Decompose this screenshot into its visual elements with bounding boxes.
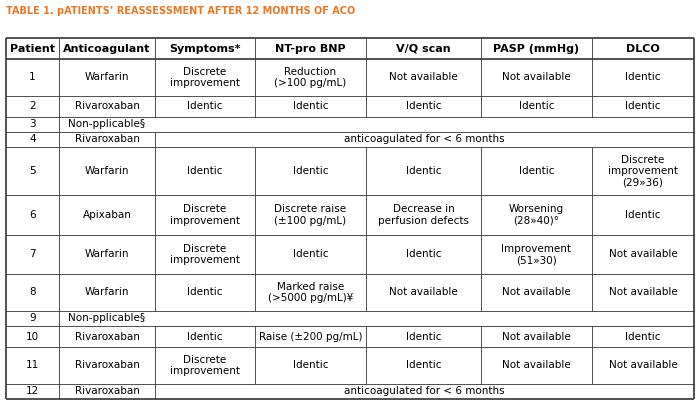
Text: Not available: Not available bbox=[502, 332, 570, 342]
Text: Rivaroxaban: Rivaroxaban bbox=[74, 134, 139, 144]
Text: Identic: Identic bbox=[293, 360, 328, 371]
Text: Not available: Not available bbox=[389, 288, 458, 298]
Text: anticoagulated for < 6 months: anticoagulated for < 6 months bbox=[344, 134, 505, 144]
Text: Identic: Identic bbox=[406, 166, 441, 176]
Text: Reduction
(>100 pg/mL): Reduction (>100 pg/mL) bbox=[274, 67, 346, 88]
Text: Discrete
improvement: Discrete improvement bbox=[170, 243, 240, 265]
Text: Warfarin: Warfarin bbox=[85, 249, 130, 259]
Text: Identic: Identic bbox=[625, 332, 661, 342]
Text: Rivaroxaban: Rivaroxaban bbox=[74, 101, 139, 111]
Text: Identic: Identic bbox=[293, 166, 328, 176]
Text: anticoagulated for < 6 months: anticoagulated for < 6 months bbox=[344, 387, 505, 396]
Text: Improvement
(51»30): Improvement (51»30) bbox=[501, 243, 571, 265]
Text: Identic: Identic bbox=[519, 101, 554, 111]
Text: Decrease in
perfusion defects: Decrease in perfusion defects bbox=[378, 204, 469, 226]
Text: Worsening
(28»40)°: Worsening (28»40)° bbox=[509, 204, 564, 226]
Text: NT-pro BNP: NT-pro BNP bbox=[275, 43, 346, 53]
Text: Discrete raise
(±100 pg/mL): Discrete raise (±100 pg/mL) bbox=[274, 204, 346, 226]
Text: Identic: Identic bbox=[188, 166, 223, 176]
Text: Warfarin: Warfarin bbox=[85, 288, 130, 298]
Text: Identic: Identic bbox=[625, 72, 661, 82]
Text: Rivaroxaban: Rivaroxaban bbox=[74, 387, 139, 396]
Text: Discrete
improvement: Discrete improvement bbox=[170, 67, 240, 88]
Text: 1: 1 bbox=[29, 72, 36, 82]
Text: Anticoagulant: Anticoagulant bbox=[63, 43, 150, 53]
Text: Identic: Identic bbox=[293, 101, 328, 111]
Text: Non-pplicable§: Non-pplicable§ bbox=[68, 314, 145, 324]
Text: PASP (mmHg): PASP (mmHg) bbox=[494, 43, 580, 53]
Text: Not available: Not available bbox=[608, 249, 678, 259]
Text: Identic: Identic bbox=[625, 210, 661, 220]
Text: TABLE 1. pATIENTS’ REASSESSMENT AFTER 12 MONTHS OF ACO: TABLE 1. pATIENTS’ REASSESSMENT AFTER 12… bbox=[6, 6, 355, 16]
Text: Not available: Not available bbox=[502, 72, 570, 82]
Text: 4: 4 bbox=[29, 134, 36, 144]
Text: Not available: Not available bbox=[608, 360, 678, 371]
Text: Warfarin: Warfarin bbox=[85, 72, 130, 82]
Text: 6: 6 bbox=[29, 210, 36, 220]
Text: 10: 10 bbox=[26, 332, 39, 342]
Text: Patient: Patient bbox=[10, 43, 55, 53]
Text: Identic: Identic bbox=[406, 360, 441, 371]
Text: Discrete
improvement: Discrete improvement bbox=[170, 204, 240, 226]
Text: V/Q scan: V/Q scan bbox=[396, 43, 451, 53]
Text: Symptoms*: Symptoms* bbox=[169, 43, 241, 53]
Text: Identic: Identic bbox=[188, 101, 223, 111]
Text: Discrete
improvement
(29»36): Discrete improvement (29»36) bbox=[608, 154, 678, 188]
Text: Marked raise
(>5000 pg/mL)¥: Marked raise (>5000 pg/mL)¥ bbox=[268, 282, 353, 303]
Text: 5: 5 bbox=[29, 166, 36, 176]
Text: Identic: Identic bbox=[406, 249, 441, 259]
Text: Non-pplicable§: Non-pplicable§ bbox=[68, 119, 145, 129]
Text: Not available: Not available bbox=[502, 288, 570, 298]
Text: 2: 2 bbox=[29, 101, 36, 111]
Text: DLCO: DLCO bbox=[626, 43, 660, 53]
Text: 3: 3 bbox=[29, 119, 36, 129]
Text: Not available: Not available bbox=[502, 360, 570, 371]
Text: 7: 7 bbox=[29, 249, 36, 259]
Text: Discrete
improvement: Discrete improvement bbox=[170, 354, 240, 376]
Text: Not available: Not available bbox=[608, 288, 678, 298]
Text: Identic: Identic bbox=[625, 101, 661, 111]
Text: Identic: Identic bbox=[519, 166, 554, 176]
Text: Rivaroxaban: Rivaroxaban bbox=[74, 332, 139, 342]
Text: Identic: Identic bbox=[406, 101, 441, 111]
Text: Not available: Not available bbox=[389, 72, 458, 82]
Text: Warfarin: Warfarin bbox=[85, 166, 130, 176]
Text: Raise (±200 pg/mL): Raise (±200 pg/mL) bbox=[259, 332, 362, 342]
Text: Identic: Identic bbox=[293, 249, 328, 259]
Text: 8: 8 bbox=[29, 288, 36, 298]
Text: Rivaroxaban: Rivaroxaban bbox=[74, 360, 139, 371]
Text: Apixaban: Apixaban bbox=[83, 210, 132, 220]
Text: 11: 11 bbox=[26, 360, 39, 371]
Text: Identic: Identic bbox=[188, 332, 223, 342]
Text: 9: 9 bbox=[29, 314, 36, 324]
Text: 12: 12 bbox=[26, 387, 39, 396]
Text: Identic: Identic bbox=[406, 332, 441, 342]
Text: Identic: Identic bbox=[188, 288, 223, 298]
